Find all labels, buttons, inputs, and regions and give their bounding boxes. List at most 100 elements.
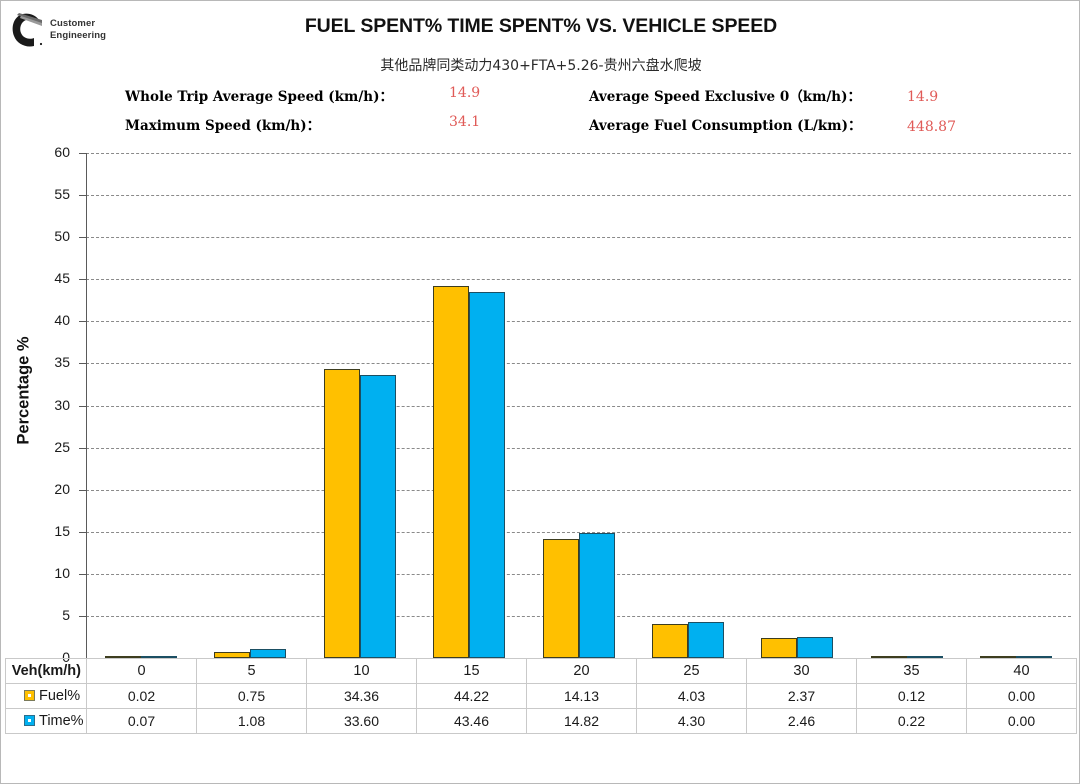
- x-axis-title-cell: Veh(km/h): [5, 658, 87, 684]
- y-axis-tick-label: 50: [54, 228, 70, 245]
- summary-stats: Whole Trip Average Speed (km/h)： 14.9 Ma…: [1, 81, 1080, 151]
- gridline: [86, 363, 1071, 365]
- logo-line-2: Engineering: [50, 30, 106, 41]
- table-cell-categories-5: 5: [196, 658, 307, 684]
- table-cell-categories-10: 10: [306, 658, 417, 684]
- y-axis-tick: [79, 447, 86, 449]
- y-axis-tick-label: 35: [54, 354, 70, 371]
- maximum-speed-value: 34.1: [449, 114, 481, 130]
- y-axis-tick: [79, 153, 86, 154]
- y-axis-tick: [79, 363, 86, 365]
- cummins-customer-engineering-logo: Customer Engineering: [9, 9, 119, 51]
- y-axis-tick-label: 5: [62, 606, 70, 623]
- table-cell-time-0: 0.07: [86, 708, 197, 734]
- table-cell-categories-0: 0: [86, 658, 197, 684]
- bar-fuel-30: [761, 638, 798, 658]
- y-axis-tick-label: 0: [62, 649, 70, 665]
- gridline: [86, 321, 1071, 323]
- table-cell-categories-20: 20: [526, 658, 637, 684]
- y-axis-tick-label: 25: [54, 438, 70, 455]
- gridline: [86, 195, 1071, 197]
- legend-label-time: Time%: [39, 713, 84, 729]
- table-cell-time-30: 2.46: [746, 708, 857, 734]
- table-row-categories: Veh(km/h) 0 5 10 15 20 25 30 35 40: [5, 658, 1077, 684]
- bar-fuel-35: [870, 656, 907, 658]
- table-cell-fuel-25: 4.03: [636, 683, 747, 709]
- y-axis-tick: [79, 279, 86, 281]
- whole-trip-average-speed-value: 14.9: [449, 85, 481, 101]
- logo-text-block: Customer Engineering: [50, 18, 106, 42]
- y-axis-tick: [79, 615, 86, 617]
- data-table: Veh(km/h) 0 5 10 15 20 25 30 35 40 Fuel% 0.02 0.7…: [5, 658, 1077, 734]
- y-axis-tick: [79, 489, 86, 491]
- logo-line-1: Customer: [50, 18, 96, 29]
- y-axis-tick-label: 15: [54, 522, 70, 539]
- table-cell-fuel-0: 0.02: [86, 683, 197, 709]
- gridline: [86, 237, 1071, 239]
- cummins-c-logo-icon: [12, 13, 43, 47]
- fuel-color-swatch-icon: [24, 690, 35, 701]
- page-title: FUEL SPENT% TIME SPENT% VS. VEHICLE SPEE…: [304, 15, 778, 37]
- bar-time-30: [797, 637, 834, 658]
- y-axis-tick: [79, 531, 86, 533]
- table-cell-fuel-40: 0.00: [966, 683, 1077, 709]
- table-cell-time-15: 43.46: [416, 708, 527, 734]
- table-row-fuel: Fuel% 0.02 0.75 34.36 44.22 14.13 4.03 2.37 0.1…: [5, 683, 1077, 709]
- bar-time-0: [140, 656, 177, 658]
- table-cell-fuel-20: 14.13: [526, 683, 637, 709]
- whole-trip-average-speed-label: Whole Trip Average Speed (km/h)：: [125, 89, 393, 105]
- bar-time-40: [1016, 656, 1053, 658]
- y-axis-tick-label: 55: [54, 186, 70, 203]
- table-cell-categories-35: 35: [856, 658, 967, 684]
- y-axis-tick-label: 40: [54, 312, 70, 329]
- table-row-time: Time% 0.07 1.08 33.60 43.46 14.82 4.30 2.46 0.2…: [5, 708, 1077, 734]
- y-axis-tick-label: 45: [54, 270, 70, 287]
- y-axis-tick: [79, 195, 86, 197]
- gridline: [86, 405, 1071, 407]
- table-cell-fuel-5: 0.75: [196, 683, 307, 709]
- time-color-swatch-icon: [24, 715, 35, 726]
- bar-time-15: [469, 292, 506, 658]
- bar-time-25: [687, 621, 724, 658]
- average-speed-exclusive-zero-value: 14.9: [907, 89, 939, 105]
- bar-fuel-0: [104, 656, 141, 658]
- table-cell-time-5: 1.08: [196, 708, 307, 734]
- y-axis-tick: [79, 321, 86, 323]
- y-axis-tick: [79, 405, 86, 407]
- gridline: [86, 447, 1071, 449]
- bar-time-5: [250, 648, 287, 658]
- legend-item-time[interactable]: Time%: [5, 708, 87, 734]
- gridline: [86, 279, 1071, 281]
- table-cell-time-10: 33.60: [306, 708, 417, 734]
- y-axis-line: [86, 153, 87, 658]
- average-fuel-consumption-value: 448.87: [907, 119, 956, 135]
- y-axis-tick-label: 60: [54, 144, 70, 160]
- bar-time-10: [359, 375, 396, 658]
- chart-plot-area: 0 5 10 15 20 25 30 35 40 45 50 55 60: [54, 144, 1071, 665]
- page-subtitle: 其他品牌同类动力430+FTA+5.26-贵州六盘水爬坡: [380, 58, 702, 74]
- table-cell-time-40: 0.00: [966, 708, 1077, 734]
- bar-fuel-20: [542, 539, 579, 658]
- gridline: [86, 153, 1071, 154]
- legend-item-fuel[interactable]: Fuel%: [5, 683, 87, 709]
- table-cell-fuel-10: 34.36: [306, 683, 417, 709]
- table-cell-time-25: 4.30: [636, 708, 747, 734]
- bar-time-20: [578, 533, 615, 658]
- table-cell-categories-30: 30: [746, 658, 857, 684]
- average-speed-exclusive-zero-label: Average Speed Exclusive 0（km/h)：: [589, 89, 861, 105]
- y-axis-tick-label: 30: [54, 396, 70, 413]
- table-cell-fuel-15: 44.22: [416, 683, 527, 709]
- bar-fuel-10: [323, 368, 360, 658]
- maximum-speed-label: Maximum Speed (km/h)：: [125, 118, 321, 134]
- table-cell-categories-15: 15: [416, 658, 527, 684]
- y-axis-tick-label: 10: [54, 564, 70, 581]
- y-axis-title: Percentage %: [14, 336, 33, 445]
- bar-time-35: [906, 656, 943, 658]
- legend-label-fuel: Fuel%: [39, 688, 81, 704]
- bar-fuel-15: [433, 285, 470, 658]
- average-fuel-consumption-label: Average Fuel Consumption (L/km)：: [589, 118, 862, 134]
- gridline: [86, 489, 1071, 491]
- gridline: [86, 531, 1071, 533]
- table-cell-fuel-35: 0.12: [856, 683, 967, 709]
